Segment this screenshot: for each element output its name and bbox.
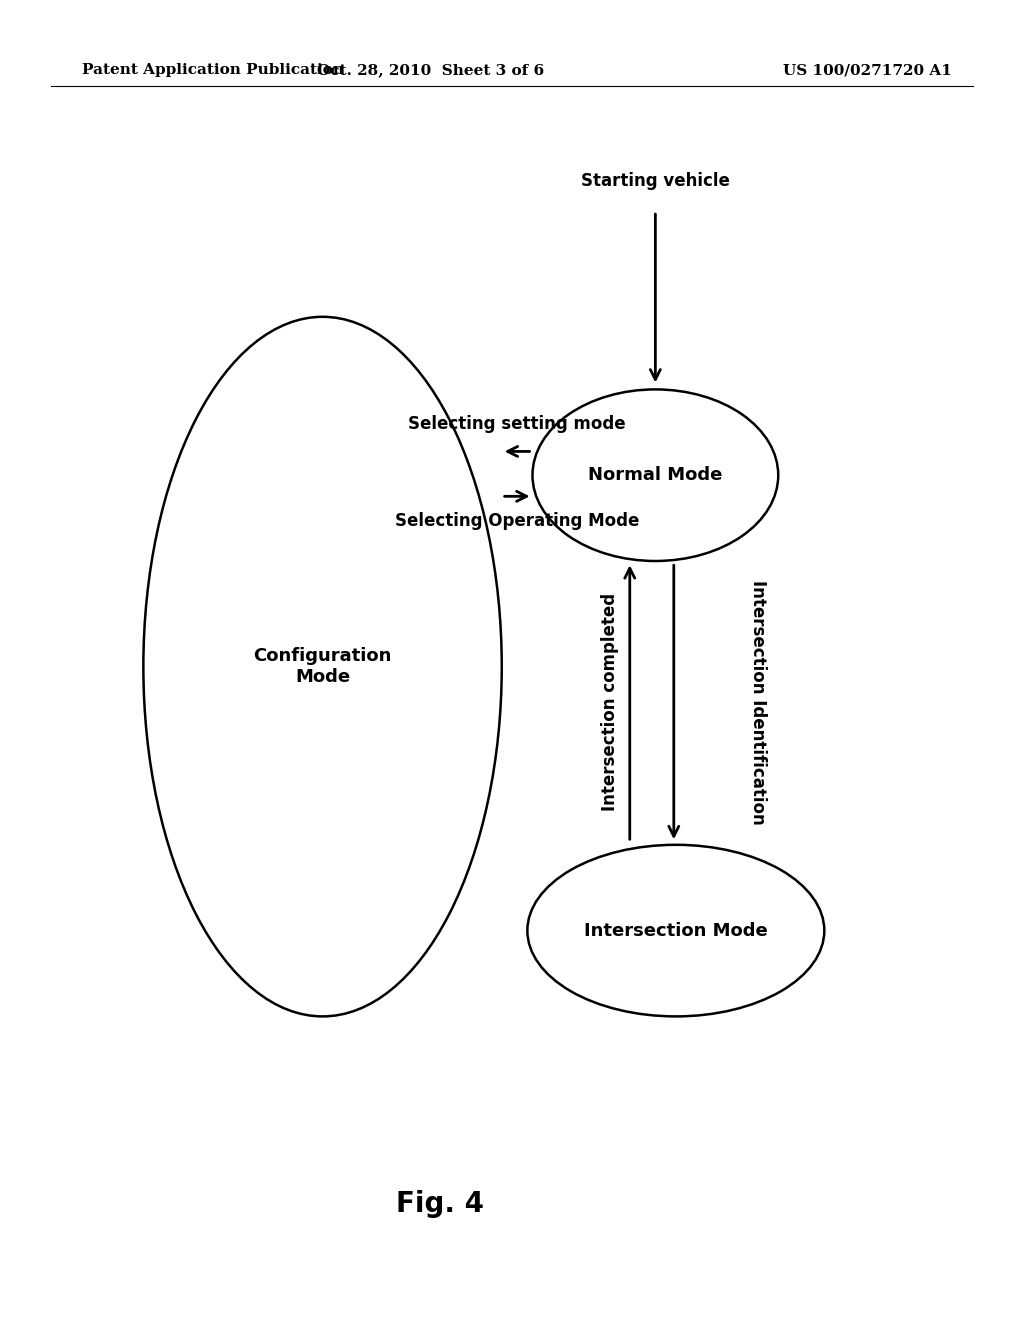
Text: Selecting setting mode: Selecting setting mode [409, 414, 626, 433]
Text: US 100/0271720 A1: US 100/0271720 A1 [783, 63, 952, 78]
Text: Selecting Operating Mode: Selecting Operating Mode [395, 512, 639, 531]
Text: Fig. 4: Fig. 4 [396, 1189, 484, 1218]
Text: Intersection Mode: Intersection Mode [584, 921, 768, 940]
Text: Starting vehicle: Starting vehicle [581, 172, 730, 190]
Text: Oct. 28, 2010  Sheet 3 of 6: Oct. 28, 2010 Sheet 3 of 6 [316, 63, 544, 78]
Text: Intersection completed: Intersection completed [601, 593, 620, 812]
Text: Configuration
Mode: Configuration Mode [253, 647, 392, 686]
Text: Normal Mode: Normal Mode [588, 466, 723, 484]
Text: Intersection Identification: Intersection Identification [749, 579, 767, 825]
Text: Patent Application Publication: Patent Application Publication [82, 63, 344, 78]
